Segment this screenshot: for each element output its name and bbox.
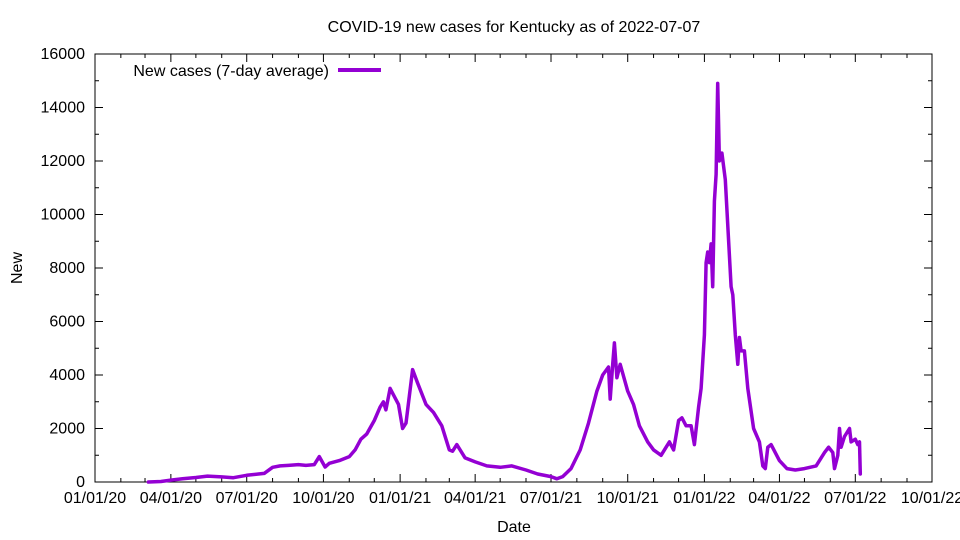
x-tick-label: 01/01/20 [64, 490, 126, 507]
y-axis-label: New [9, 252, 26, 284]
x-tick-label: 07/01/21 [520, 490, 582, 507]
legend-label: New cases (7-day average) [133, 63, 329, 80]
x-tick-label: 07/01/20 [216, 490, 278, 507]
legend: New cases (7-day average) [133, 63, 381, 80]
x-tick-label: 10/01/22 [901, 490, 960, 507]
x-tick-label: 04/01/21 [444, 490, 506, 507]
x-tick-label: 10/01/21 [597, 490, 659, 507]
y-tick-label: 0 [76, 474, 85, 491]
y-tick-label: 10000 [41, 207, 86, 224]
x-tick-label: 04/01/20 [140, 490, 202, 507]
series-line-0 [146, 81, 863, 484]
y-tick-label: 8000 [49, 260, 85, 277]
chart-title: COVID-19 new cases for Kentucky as of 20… [328, 19, 701, 36]
y-tick-label: 16000 [41, 46, 86, 63]
y-tick-label: 6000 [49, 314, 85, 331]
series-group [146, 81, 863, 484]
y-tick-label: 14000 [41, 100, 86, 117]
axis-ticks [94, 53, 933, 483]
y-tick-label: 2000 [49, 421, 85, 438]
x-tick-label: 07/01/22 [824, 490, 886, 507]
x-tick-label: 04/01/22 [748, 490, 810, 507]
axis-tick-labels: 0 2000 4000 6000 8000 10000 12000 14000 16000 01/… [41, 46, 960, 507]
x-tick-label: 10/01/20 [292, 490, 354, 507]
y-tick-label: 4000 [49, 367, 85, 384]
plot-area [94, 53, 933, 483]
y-tick-label: 12000 [41, 153, 86, 170]
x-tick-label: 01/01/21 [369, 490, 431, 507]
x-axis-label: Date [497, 519, 531, 536]
x-tick-label: 01/01/22 [673, 490, 735, 507]
